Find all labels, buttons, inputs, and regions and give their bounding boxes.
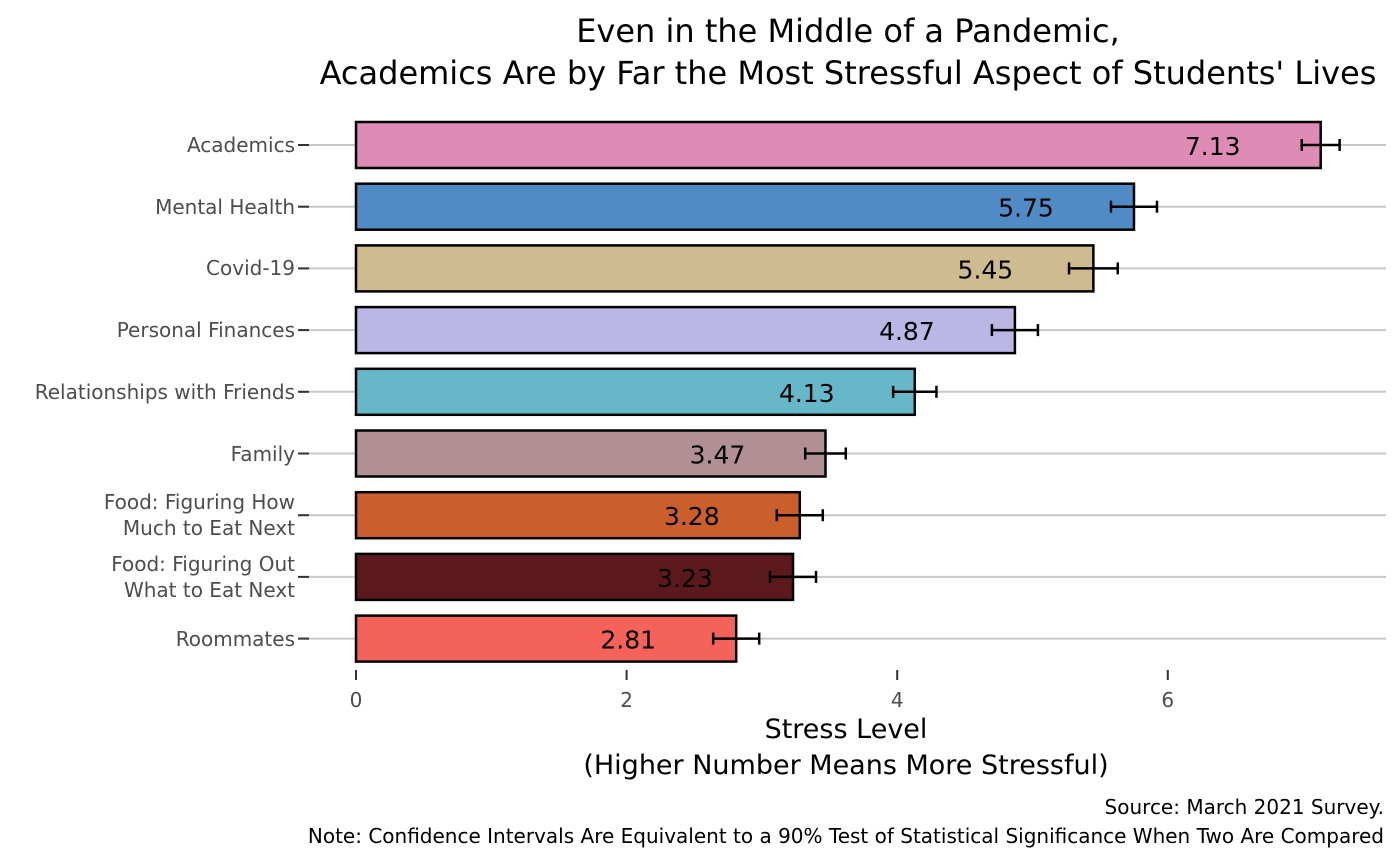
category-label-line: Personal Finances [116,318,295,343]
category-label-line: Mental Health [155,194,295,219]
bar [354,490,802,540]
category-label: Family [231,441,295,467]
category-label-line: Food: Figuring Out [111,551,295,576]
bar [354,244,1095,293]
category-label: Food: Figuring How Much to Eat Next [104,489,295,541]
bar [354,305,1017,355]
bar-value-label: 3.28 [664,502,720,531]
category-label: Roommates [176,626,295,652]
note-caption: Note: Confidence Intervals Are Equivalen… [307,824,1384,848]
bar [354,120,1322,170]
category-label-line: Much to Eat Next [122,516,295,541]
x-tick-label: 2 [620,688,633,712]
category-label-line: Food: Figuring How [103,490,295,515]
bar-value-label: 2.81 [600,626,656,655]
category-label-line: Academics [186,133,295,157]
category-label-line: Family [230,441,295,466]
category-label-line: What to Eat Next [123,577,295,602]
category-label-line: Covid-19 [206,256,295,281]
bar-value-label: 3.23 [657,564,713,593]
bar-value-label: 7.13 [1185,132,1241,161]
bar [354,429,827,478]
x-tick-label: 4 [891,688,904,712]
bar-value-label: 4.87 [879,317,935,346]
chart-title-line-2: Academics Are by Far the Most Stressful … [319,54,1377,92]
category-label-line: Roommates [175,626,295,651]
bar-value-label: 3.47 [690,441,746,470]
category-label: Mental Health [155,194,295,220]
x-tick-label: 0 [350,688,363,712]
category-label: Food: Figuring Out What to Eat Next [111,551,295,603]
category-label: Personal Finances [117,317,295,343]
x-axis-title-line-1: Stress Level [764,714,928,745]
bar [354,552,795,602]
bar-value-label: 4.13 [779,379,835,408]
bar-value-label: 5.75 [998,194,1054,223]
bar-value-label: 5.45 [958,255,1014,284]
source-caption: Source: March 2021 Survey. [1104,795,1384,819]
x-axis-title-line-2: (Higher Number Means More Stressful) [583,750,1109,781]
category-label: Relationships with Friends [35,379,295,405]
category-label: Covid-19 [206,255,295,281]
bar [354,614,738,663]
category-label: Academics [187,132,295,158]
category-label-line: Relationships with Friends [34,379,295,404]
x-tick-label: 6 [1161,688,1174,712]
chart-title-line-1: Even in the Middle of a Pandemic, [576,12,1120,50]
